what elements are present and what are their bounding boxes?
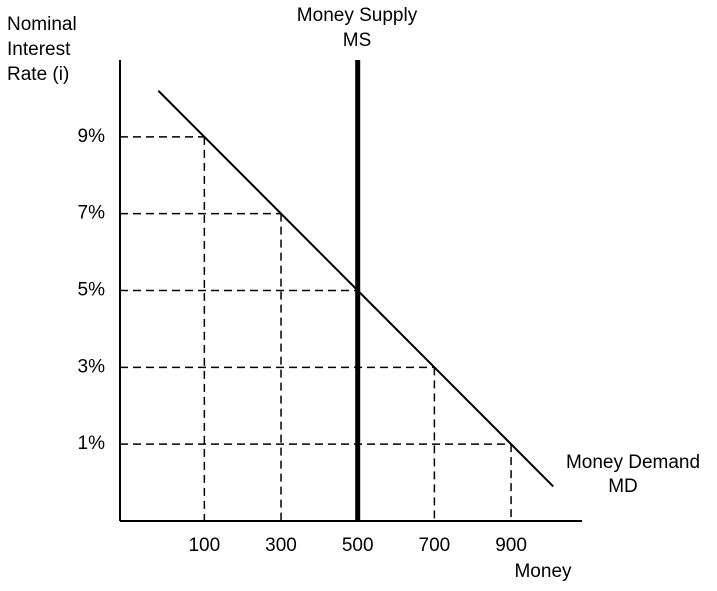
series-label: MS — [343, 30, 372, 51]
y-tick-label: 1% — [78, 433, 106, 454]
x-tick-label: 900 — [495, 535, 527, 556]
y-tick-label: 7% — [78, 203, 106, 224]
x-tick-label: 300 — [265, 535, 297, 556]
y-axis-label: Rate (i) — [7, 64, 69, 85]
x-tick-label: 500 — [342, 535, 374, 556]
x-tick-label: 100 — [188, 535, 220, 556]
x-axis-label: Money — [514, 561, 572, 582]
series-line — [157, 90, 554, 488]
x-tick-label: 700 — [419, 535, 451, 556]
y-axis-label: Interest — [7, 39, 71, 60]
y-tick-label: 5% — [78, 280, 106, 301]
y-axis-label: Nominal — [7, 14, 77, 35]
series-label: Money Supply — [297, 5, 418, 26]
y-tick-label: 3% — [78, 356, 106, 377]
series-label: Money Demand — [566, 452, 700, 473]
y-tick-label: 9% — [78, 126, 106, 147]
series-label: MD — [608, 476, 638, 497]
